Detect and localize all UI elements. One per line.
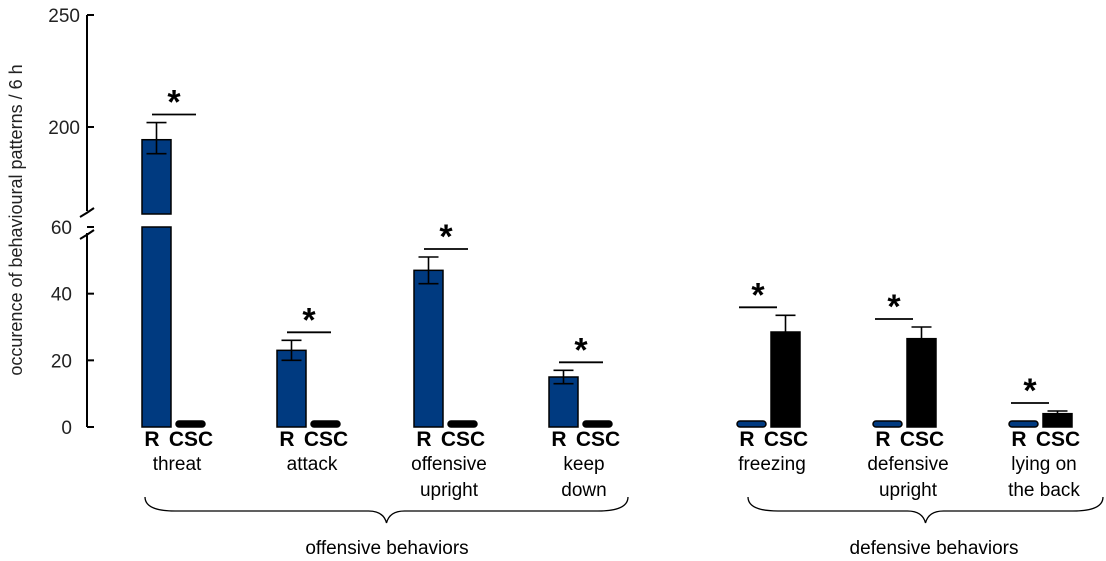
- category-label: upright: [879, 480, 938, 501]
- bar-r: [276, 349, 307, 428]
- category-label: attack: [287, 454, 338, 475]
- y-tick-label: 20: [51, 351, 72, 372]
- group-label-offensive: offensive behaviors: [305, 538, 468, 559]
- y-tick-label: 40: [51, 285, 72, 306]
- category-label: down: [561, 480, 606, 501]
- bar-csc: [582, 420, 613, 428]
- bar-r: [736, 420, 767, 428]
- y-tick-label: 0: [61, 418, 72, 439]
- axis-break-mark-lower: [79, 229, 95, 240]
- bar-label-csc: CSC: [304, 428, 348, 451]
- bar-label-r: R: [551, 428, 566, 451]
- significance-marker: *: [167, 84, 181, 122]
- y-axis: 0 20 40 60 200 250: [48, 6, 95, 439]
- y-axis-label: occurence of behavioural patterns / 6 h: [6, 64, 26, 375]
- bar-label-csc: CSC: [576, 428, 620, 451]
- category-label: upright: [420, 480, 479, 501]
- brace-offensive: [144, 496, 629, 524]
- category-label: lying on: [1011, 454, 1077, 475]
- bar-label-r: R: [875, 428, 890, 451]
- y-tick-label: 60: [51, 218, 72, 239]
- bar-label-csc: CSC: [764, 428, 808, 451]
- bar-label-r: R: [279, 428, 294, 451]
- category-label: freezing: [738, 454, 806, 475]
- y-tick-label: 200: [48, 118, 80, 139]
- bar-label-csc: CSC: [900, 428, 944, 451]
- category-labels: R CSC threat R CSC attack R CSC offensive upright…: [144, 428, 1080, 501]
- group-braces: offensive behaviors defensive behaviors: [144, 496, 1104, 559]
- category-label: keep: [563, 454, 604, 475]
- significance-marker: *: [887, 288, 901, 326]
- y-tick-label: 250: [48, 6, 80, 27]
- bar-csc: [447, 420, 478, 428]
- significance-marker: *: [751, 276, 765, 314]
- significance-marker: *: [302, 301, 316, 339]
- significance-marker: *: [439, 218, 453, 256]
- bar-csc: [906, 337, 937, 428]
- bar-r: [548, 376, 579, 428]
- bar-label-csc: CSC: [1036, 428, 1080, 451]
- category-label: the back: [1008, 480, 1080, 501]
- category-label: threat: [153, 454, 202, 475]
- bar-label-r: R: [144, 428, 159, 451]
- axis-break-mark-upper: [79, 207, 95, 218]
- bar-r: [413, 269, 444, 428]
- group-label-defensive: defensive behaviors: [850, 538, 1019, 559]
- significance-marker: *: [1023, 372, 1037, 410]
- category-label: defensive: [867, 454, 948, 475]
- bar-label-csc: CSC: [441, 428, 485, 451]
- bars: * * * * * * *: [141, 84, 1073, 428]
- bar-label-r: R: [739, 428, 754, 451]
- bar-csc: [175, 420, 206, 428]
- bar-r: [872, 420, 903, 428]
- bar-label-csc: CSC: [169, 428, 213, 451]
- bar-label-r: R: [1011, 428, 1026, 451]
- bar-r-lower-segment: [141, 226, 172, 428]
- significance-marker: *: [574, 331, 588, 369]
- bar-label-r: R: [416, 428, 431, 451]
- bar-r: [1008, 420, 1039, 428]
- category-label: offensive: [411, 454, 487, 475]
- brace-defensive: [747, 496, 1104, 524]
- bar-csc: [310, 420, 341, 428]
